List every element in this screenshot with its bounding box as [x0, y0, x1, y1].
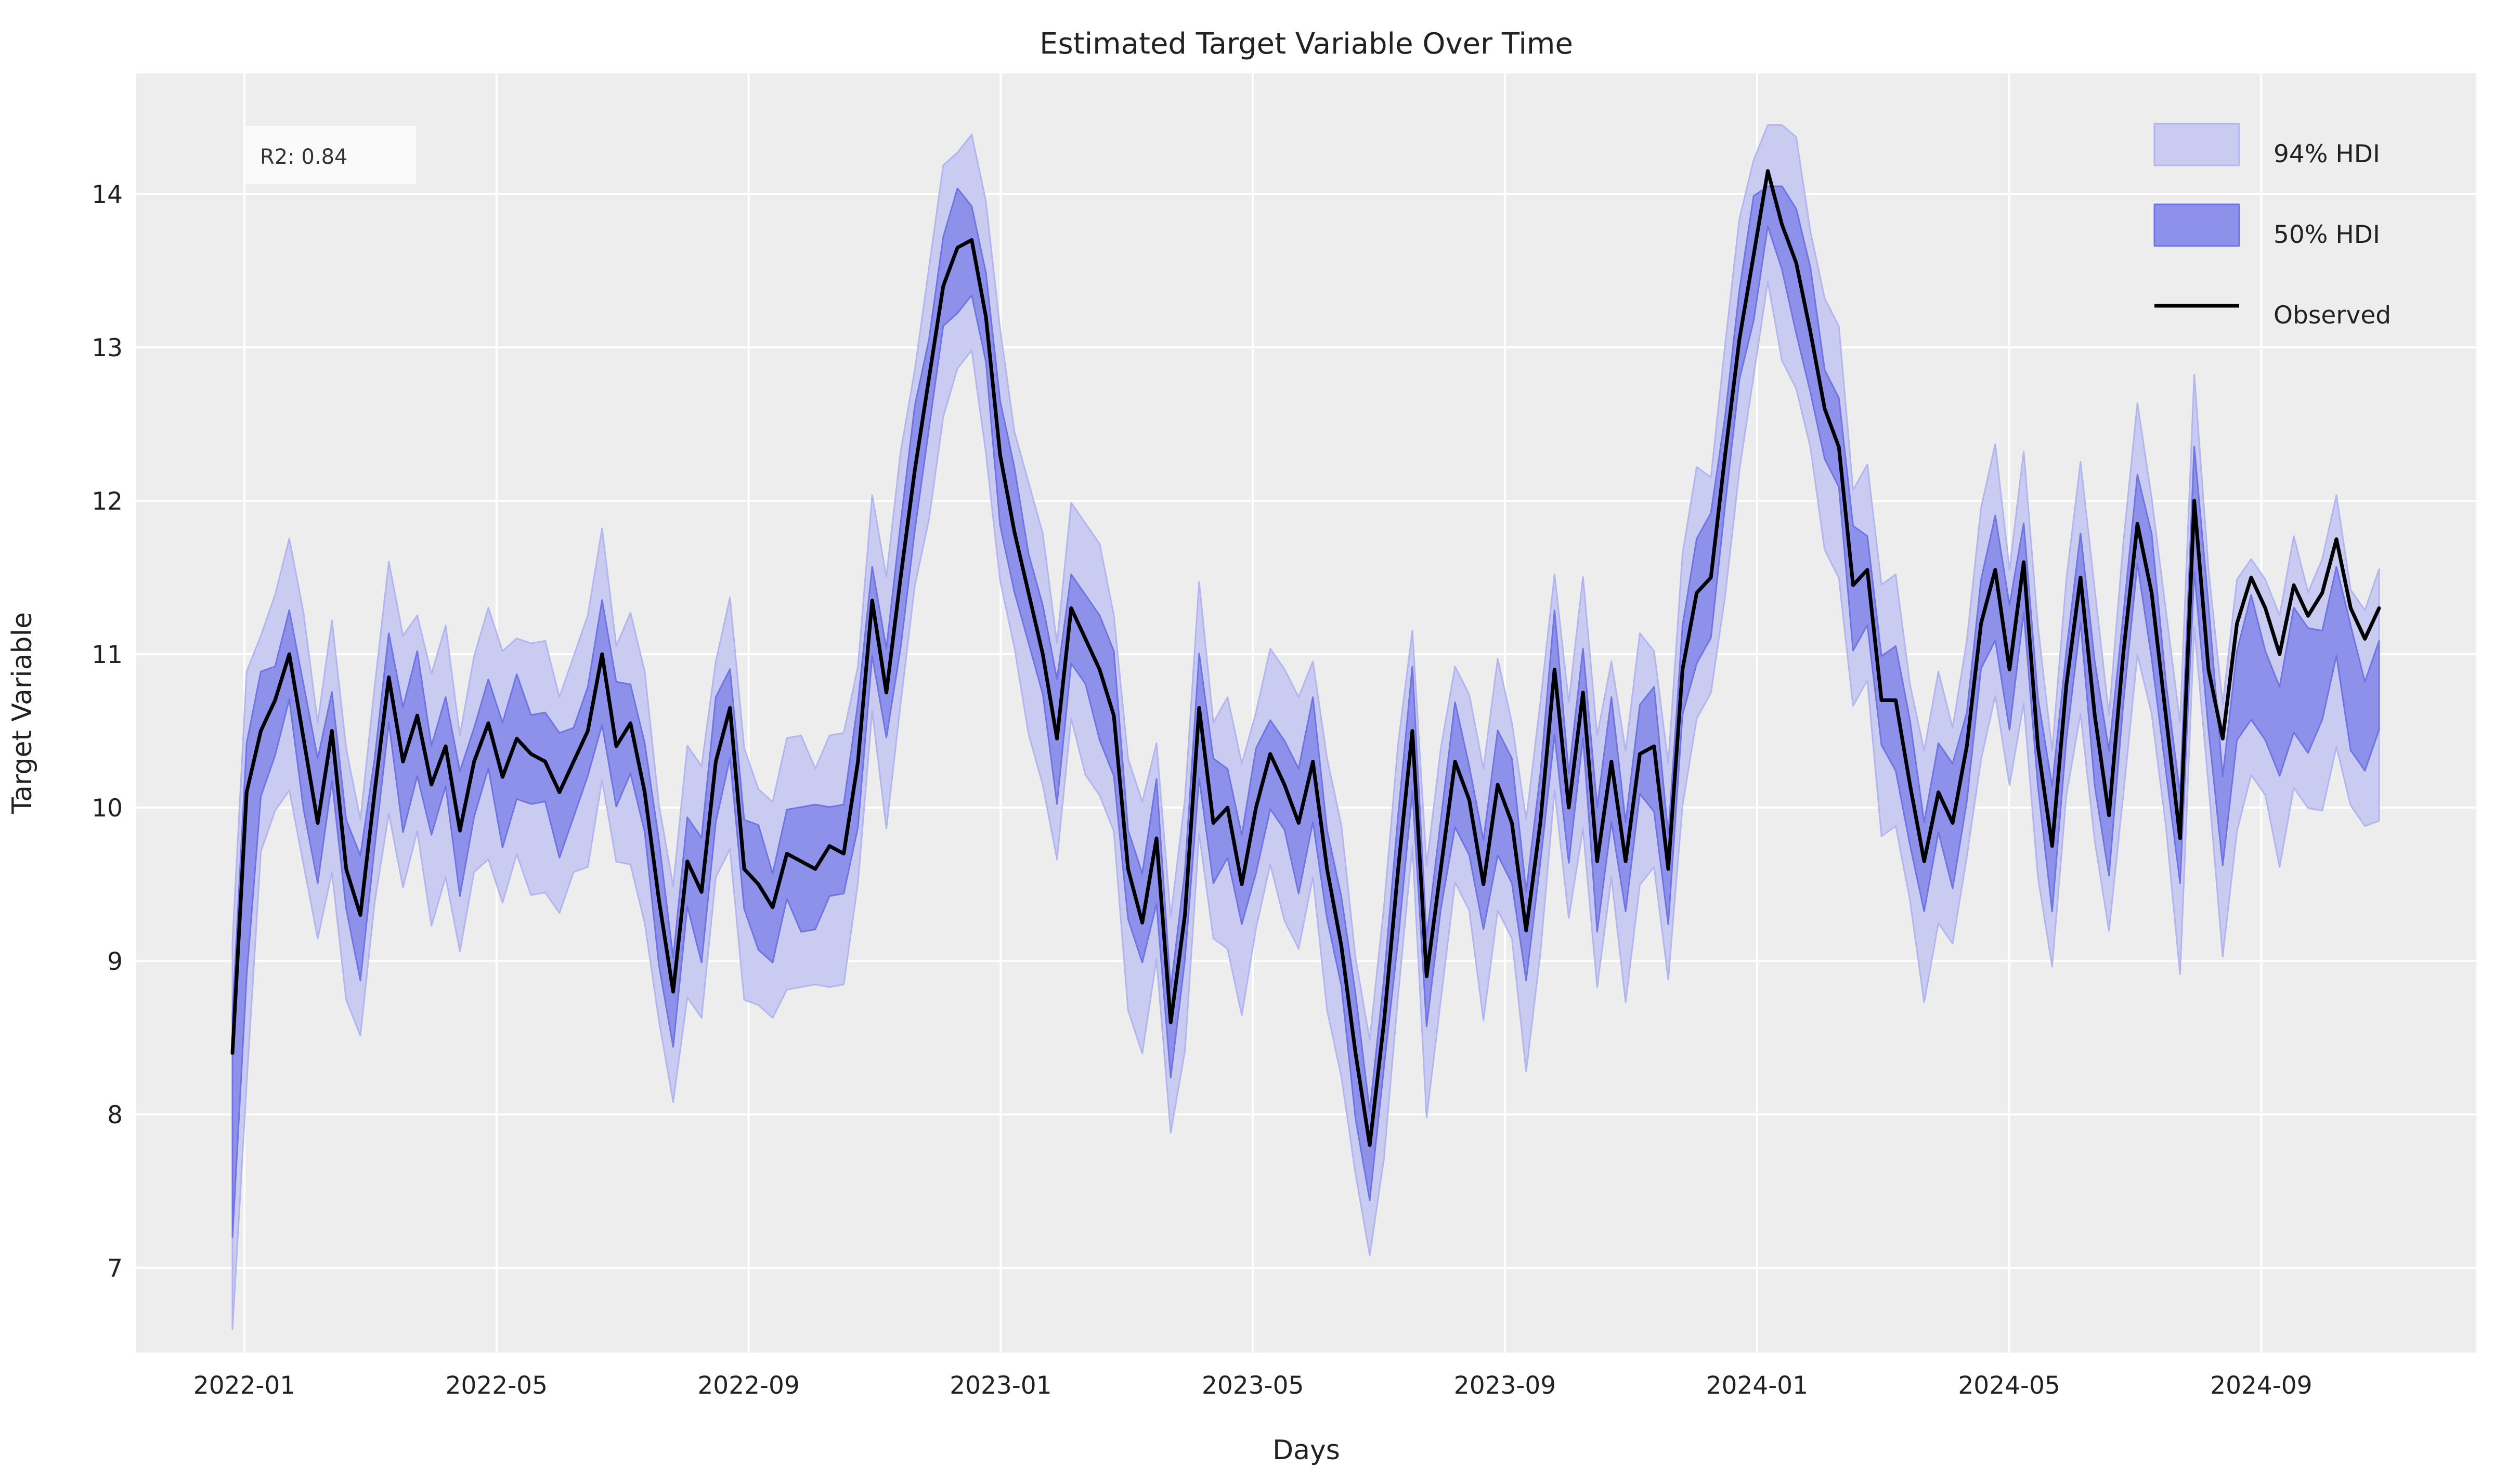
chart-title: Estimated Target Variable Over Time — [1040, 27, 1573, 61]
x-tick-label: 2022-05 — [446, 1371, 548, 1400]
x-tick-label: 2023-01 — [950, 1371, 1051, 1400]
x-tick-label: 2024-09 — [2210, 1371, 2312, 1400]
y-axis-label: Target Variable — [7, 612, 38, 814]
legend-label-observed: Observed — [2274, 301, 2391, 330]
y-tick-label: 12 — [92, 487, 123, 516]
y-tick-label: 10 — [92, 794, 123, 823]
r2-annotation: R2: 0.84 — [244, 126, 416, 184]
x-axis-label: Days — [1272, 1435, 1340, 1466]
x-tick-label: 2022-09 — [697, 1371, 799, 1400]
r2-annotation-text: R2: 0.84 — [260, 145, 348, 169]
y-tick-label: 11 — [92, 641, 123, 669]
x-tick-label: 2024-01 — [1706, 1371, 1808, 1400]
hdi50-swatch-icon — [2153, 203, 2240, 247]
hdi50-band — [231, 185, 2380, 1238]
x-tick-label: 2022-01 — [193, 1371, 295, 1400]
legend-label-50-hdi: 50% HDI — [2274, 220, 2380, 249]
observed-line — [230, 169, 2381, 1147]
hdi94-swatch-icon — [2153, 123, 2240, 166]
y-tick-label: 8 — [107, 1101, 123, 1130]
x-axis-ticks: 2022-01 2022-05 2022-09 2023-01 2023-05 2023-… — [193, 1371, 2313, 1400]
legend-item-94-hdi: 94% HDI — [2153, 123, 2380, 168]
legend: 94% HDI 50% HDI Observed — [2153, 123, 2391, 330]
legend-label-94-hdi: 94% HDI — [2274, 140, 2380, 168]
y-tick-label: 14 — [92, 180, 123, 209]
plot-series — [230, 124, 2381, 1330]
legend-item-observed: Observed — [2154, 301, 2391, 330]
y-tick-label: 9 — [107, 947, 123, 976]
x-tick-label: 2024-05 — [1958, 1371, 2060, 1400]
y-axis-ticks: 7 8 9 10 11 12 13 14 — [92, 180, 123, 1283]
x-tick-label: 2023-05 — [1202, 1371, 1304, 1400]
y-tick-label: 7 — [107, 1254, 123, 1283]
y-tick-label: 13 — [92, 334, 123, 362]
r2-annotation-box — [244, 126, 416, 184]
legend-item-50-hdi: 50% HDI — [2153, 203, 2380, 249]
x-tick-label: 2023-09 — [1454, 1371, 1556, 1400]
